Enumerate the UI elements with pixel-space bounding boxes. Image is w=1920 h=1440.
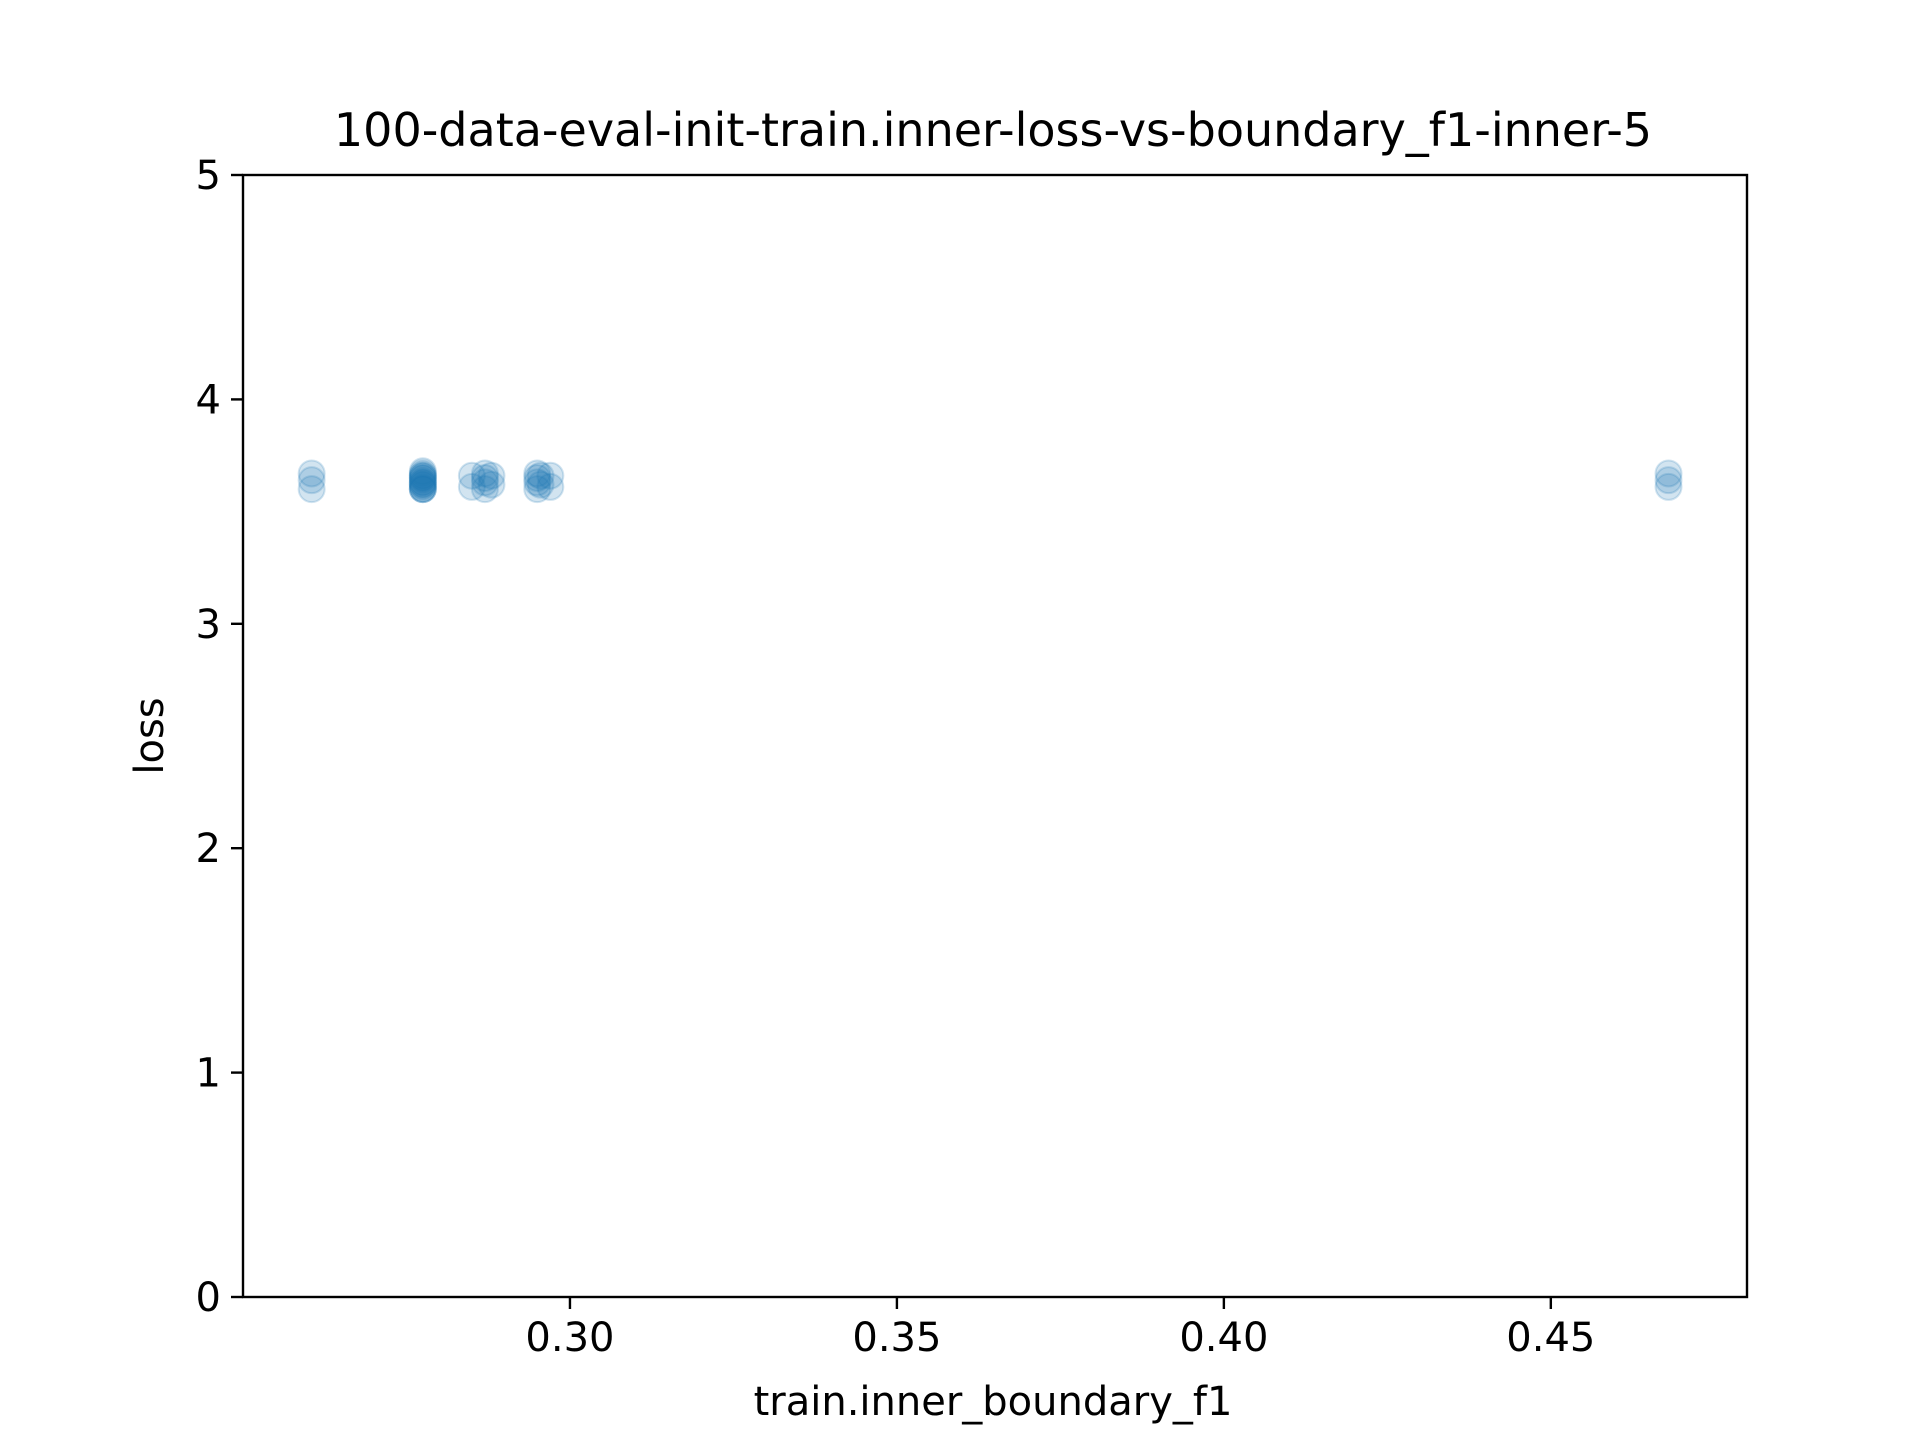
data-point-2 [297,459,326,488]
x-tick-label: 0.30 [525,1315,614,1361]
y-tick-label: 0 [196,1275,221,1321]
data-point-9 [408,463,437,492]
data-point-26 [523,475,552,504]
data-point-33 [536,461,565,490]
data-point-25 [477,461,506,490]
data-point-32 [536,472,565,501]
data-point-17 [408,461,437,490]
data-point-20 [470,475,499,504]
data-point-29 [523,459,552,488]
data-point-7 [408,468,437,497]
x-tick-label: 0.35 [852,1315,941,1361]
y-tick-label: 2 [196,826,221,872]
data-point-3 [408,475,437,504]
x-tick-label: 0.40 [1179,1315,1268,1361]
data-point-5 [408,472,437,501]
y-tick-label: 1 [196,1051,221,1097]
data-point-28 [523,463,552,492]
data-point-12 [408,457,437,486]
data-point-21 [470,468,499,497]
data-point-34 [1654,472,1683,501]
data-point-31 [526,461,555,490]
data-point-0 [297,475,326,504]
data-point-19 [457,461,486,490]
data-point-15 [408,475,437,504]
data-point-13 [408,470,437,499]
data-point-24 [477,470,506,499]
data-point-30 [526,470,555,499]
data-point-1 [297,466,326,495]
data-point-18 [457,472,486,501]
y-tick-label: 5 [196,153,221,199]
x-tick-label: 0.45 [1506,1315,1595,1361]
data-point-23 [470,459,499,488]
data-point-22 [470,463,499,492]
plot-area-frame [241,173,1749,1299]
data-point-8 [408,466,437,495]
data-point-4 [408,475,437,504]
data-point-10 [408,461,437,490]
data-point-11 [408,459,437,488]
chart-title: 100-data-eval-init-train.inner-loss-vs-b… [334,103,1652,157]
data-point-14 [408,463,437,492]
y-tick-label: 4 [196,377,221,423]
data-point-6 [408,470,437,499]
y-tick-label: 3 [196,602,221,648]
x-axis-ticks: 0.30 0.35 0.40 0.45 [525,1297,1595,1361]
data-point-35 [1654,466,1683,495]
y-axis-ticks: 0 1 2 3 4 5 [196,153,243,1321]
x-axis-label: train.inner_boundary_f1 [754,1379,1233,1425]
data-point-27 [523,468,552,497]
data-points [297,457,1683,504]
data-point-36 [1654,459,1683,488]
y-axis-label: loss [127,697,173,774]
data-point-16 [408,468,437,497]
